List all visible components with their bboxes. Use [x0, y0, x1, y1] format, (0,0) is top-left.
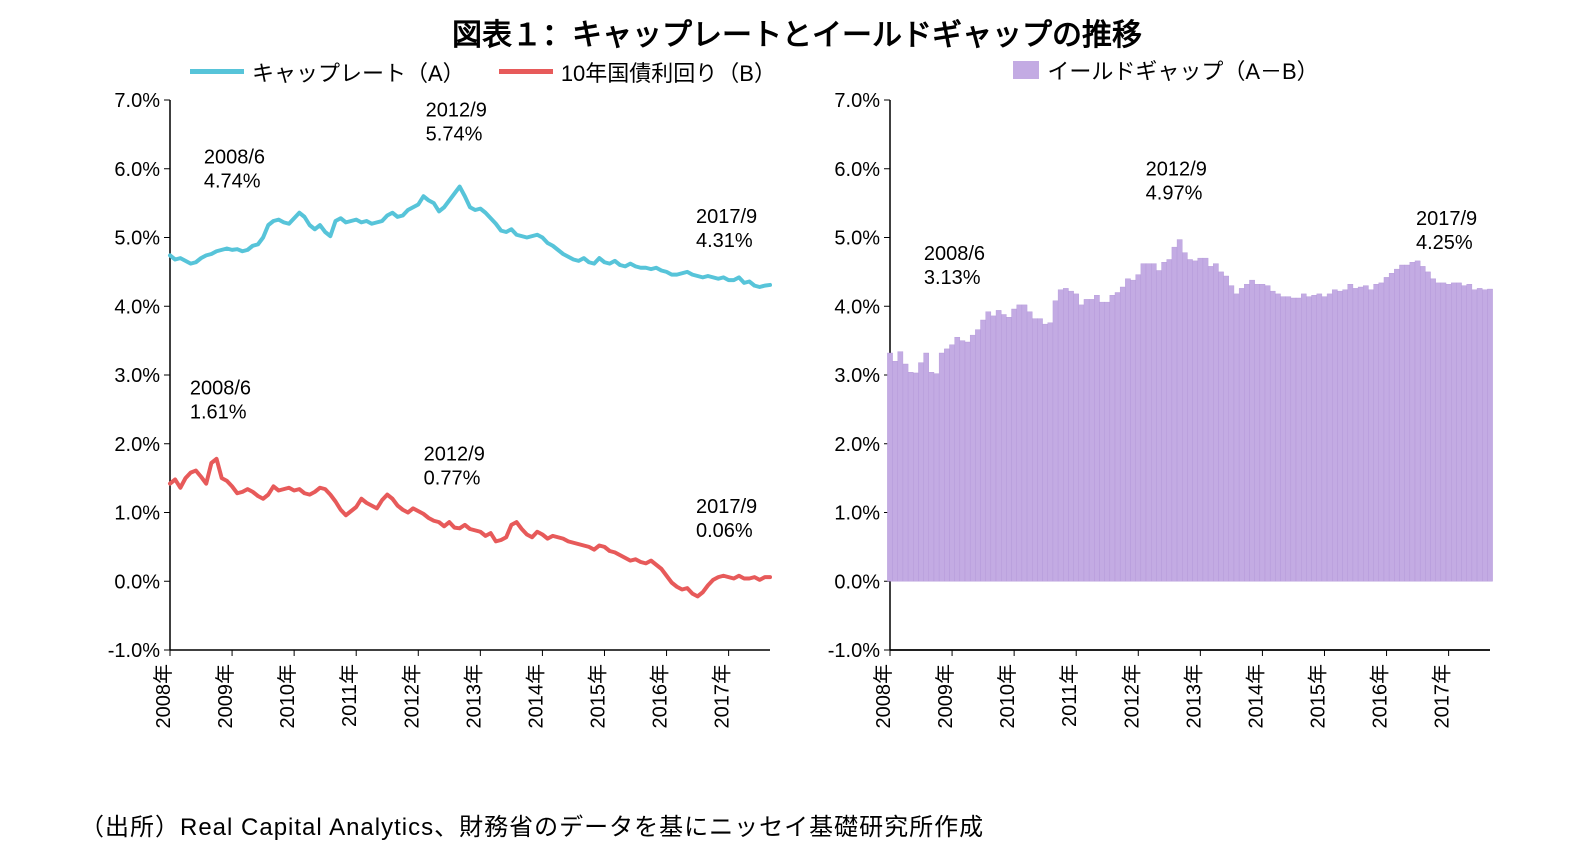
left-chart-panel: -1.0% 0.0% 1.0% 2.0% 3.0% 4.0% 5.0% 6.0% 7.0% 200…: [80, 86, 780, 781]
svg-text:4.97%: 4.97%: [1146, 183, 1203, 205]
svg-text:0.06%: 0.06%: [696, 520, 753, 542]
legend-swatch-cap-rate: [190, 69, 244, 74]
svg-text:2012/9: 2012/9: [1146, 159, 1207, 181]
svg-text:4.74%: 4.74%: [204, 170, 261, 192]
right-chart-svg: -1.0% 0.0% 1.0% 2.0% 3.0% 4.0% 5.0% 6.0% 7.0% 200…: [800, 86, 1500, 776]
svg-text:4.0%: 4.0%: [114, 296, 160, 318]
svg-text:7.0%: 7.0%: [834, 90, 880, 112]
svg-text:2013年: 2013年: [462, 664, 485, 729]
legend-item-cap-rate: キャップレート（A）: [190, 56, 465, 88]
legend-right: イールドギャップ（A－B）: [870, 54, 1490, 86]
svg-text:4.31%: 4.31%: [696, 230, 753, 252]
chart-title: 図表１：キャップレートとイールドギャップの推移: [0, 10, 1594, 54]
svg-text:2008/6: 2008/6: [204, 146, 265, 168]
svg-text:2011年: 2011年: [338, 664, 361, 727]
svg-text:1.61%: 1.61%: [190, 402, 247, 424]
svg-text:-1.0%: -1.0%: [108, 640, 160, 662]
svg-text:2015年: 2015年: [586, 664, 609, 729]
legend-label-cap-rate: キャップレート（A）: [252, 56, 465, 88]
svg-text:6.0%: 6.0%: [834, 159, 880, 181]
legend-left: キャップレート（A） 10年国債利回り（B）: [190, 54, 810, 88]
svg-text:0.0%: 0.0%: [114, 571, 160, 593]
svg-text:1.0%: 1.0%: [834, 503, 880, 525]
svg-text:2012年: 2012年: [400, 664, 423, 729]
svg-text:2011年: 2011年: [1058, 664, 1081, 727]
svg-text:2013年: 2013年: [1182, 664, 1205, 729]
svg-text:-1.0%: -1.0%: [828, 640, 880, 662]
svg-text:0.77%: 0.77%: [424, 467, 481, 489]
svg-text:0.0%: 0.0%: [834, 571, 880, 593]
svg-text:7.0%: 7.0%: [114, 90, 160, 112]
svg-text:2014年: 2014年: [1244, 664, 1267, 729]
svg-text:2010年: 2010年: [996, 664, 1019, 729]
legend-item-jgb: 10年国債利回り（B）: [499, 56, 776, 88]
svg-text:5.74%: 5.74%: [426, 124, 483, 146]
legend-item-yield-gap: イールドギャップ（A－B）: [1013, 54, 1318, 86]
svg-text:6.0%: 6.0%: [114, 159, 160, 181]
svg-text:3.13%: 3.13%: [924, 267, 981, 289]
svg-text:3.0%: 3.0%: [114, 365, 160, 387]
legend-swatch-yield-gap: [1013, 61, 1039, 79]
legend-swatch-jgb: [499, 69, 553, 74]
svg-text:1.0%: 1.0%: [114, 503, 160, 525]
svg-text:2015年: 2015年: [1306, 664, 1329, 729]
svg-text:4.0%: 4.0%: [834, 296, 880, 318]
svg-text:2008/6: 2008/6: [190, 378, 251, 400]
svg-text:2009年: 2009年: [934, 664, 957, 729]
svg-text:2016年: 2016年: [649, 664, 672, 729]
source-note: （出所）Real Capital Analytics、財務省のデータを基にニッセ…: [80, 807, 984, 842]
svg-text:2017年: 2017年: [711, 664, 734, 729]
svg-text:2017/9: 2017/9: [696, 206, 757, 228]
left-chart-svg: -1.0% 0.0% 1.0% 2.0% 3.0% 4.0% 5.0% 6.0% 7.0% 200…: [80, 86, 780, 776]
svg-text:2010年: 2010年: [276, 664, 299, 729]
svg-text:2008/6: 2008/6: [924, 243, 985, 265]
svg-text:2.0%: 2.0%: [834, 434, 880, 456]
svg-text:2017/9: 2017/9: [696, 496, 757, 518]
svg-text:2017/9: 2017/9: [1416, 208, 1477, 230]
right-chart-panel: -1.0% 0.0% 1.0% 2.0% 3.0% 4.0% 5.0% 6.0% 7.0% 200…: [800, 86, 1500, 781]
svg-text:5.0%: 5.0%: [834, 228, 880, 250]
svg-text:2008年: 2008年: [872, 664, 895, 729]
svg-text:2016年: 2016年: [1369, 664, 1392, 729]
svg-text:5.0%: 5.0%: [114, 228, 160, 250]
legend-label-jgb: 10年国債利回り（B）: [561, 56, 776, 88]
svg-text:2008年: 2008年: [152, 664, 175, 729]
svg-text:2.0%: 2.0%: [114, 434, 160, 456]
svg-text:2012年: 2012年: [1120, 664, 1143, 729]
svg-text:2012/9: 2012/9: [426, 100, 487, 122]
svg-text:2012/9: 2012/9: [424, 443, 485, 465]
svg-text:2014年: 2014年: [524, 664, 547, 729]
svg-text:4.25%: 4.25%: [1416, 232, 1473, 254]
svg-text:3.0%: 3.0%: [834, 365, 880, 387]
legend-label-yield-gap: イールドギャップ（A－B）: [1047, 54, 1318, 86]
svg-text:2009年: 2009年: [214, 664, 237, 729]
svg-text:2017年: 2017年: [1431, 664, 1454, 729]
